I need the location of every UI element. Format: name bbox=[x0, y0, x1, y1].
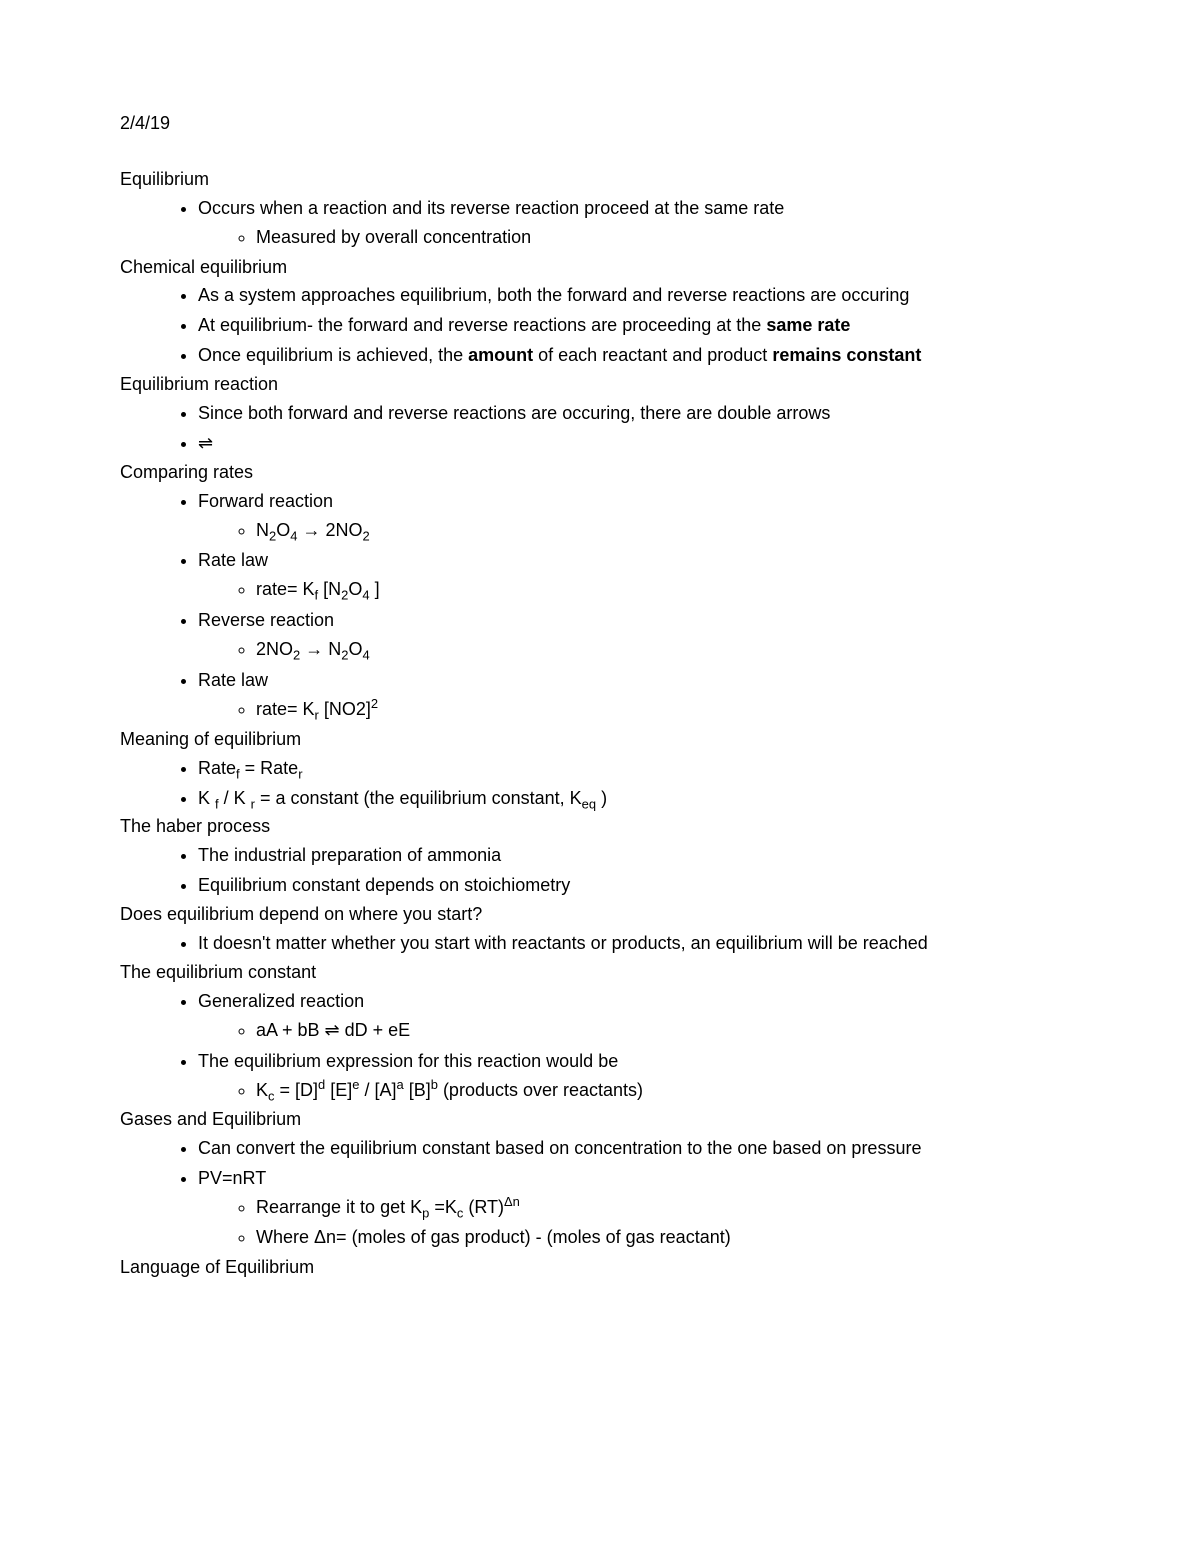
section-title: The haber process bbox=[120, 813, 1080, 841]
bullet-item: Rate lawrate= Kr [NO2]2 bbox=[198, 666, 1080, 726]
document-page: 2/4/19 EquilibriumOccurs when a reaction… bbox=[0, 0, 1200, 1342]
bullet-list: It doesn't matter whether you start with… bbox=[120, 929, 1080, 959]
date: 2/4/19 bbox=[120, 110, 1080, 138]
section-title: Equilibrium bbox=[120, 166, 1080, 194]
bullet-list: Can convert the equilibrium constant bas… bbox=[120, 1134, 1080, 1254]
bullet-item: Occurs when a reaction and its reverse r… bbox=[198, 194, 1080, 254]
sub-bullet-list: Rearrange it to get Kp =Kc (RT)ΔnWhere Δ… bbox=[198, 1193, 1080, 1253]
bullet-list: As a system approaches equilibrium, both… bbox=[120, 281, 1080, 371]
bullet-list: The industrial preparation of ammoniaEqu… bbox=[120, 841, 1080, 901]
sub-bullet-list: N2O4 → 2NO2 bbox=[198, 516, 1080, 546]
bullet-item: K f / K r = a constant (the equilibrium … bbox=[198, 784, 1080, 814]
bullet-list: Forward reactionN2O4 → 2NO2Rate lawrate=… bbox=[120, 487, 1080, 726]
bullet-list: Since both forward and reverse reactions… bbox=[120, 399, 1080, 459]
sub-bullet-item: Rearrange it to get Kp =Kc (RT)Δn bbox=[256, 1193, 1080, 1223]
sub-bullet-list: Measured by overall concentration bbox=[198, 223, 1080, 253]
bullet-item: The equilibrium expression for this reac… bbox=[198, 1047, 1080, 1107]
sections-container: EquilibriumOccurs when a reaction and it… bbox=[120, 166, 1080, 1282]
bullet-item: ⇌ bbox=[198, 429, 1080, 459]
sub-bullet-list: 2NO2 → N2O4 bbox=[198, 635, 1080, 665]
bullet-item: Since both forward and reverse reactions… bbox=[198, 399, 1080, 429]
bullet-item: Can convert the equilibrium constant bas… bbox=[198, 1134, 1080, 1164]
bullet-item: Reverse reaction2NO2 → N2O4 bbox=[198, 606, 1080, 666]
section-title: Chemical equilibrium bbox=[120, 254, 1080, 282]
bullet-list: Generalized reactionaA + bB ⇌ dD + eEThe… bbox=[120, 987, 1080, 1107]
bullet-item: Equilibrium constant depends on stoichio… bbox=[198, 871, 1080, 901]
sub-bullet-list: aA + bB ⇌ dD + eE bbox=[198, 1016, 1080, 1046]
section-title: Gases and Equilibrium bbox=[120, 1106, 1080, 1134]
bullet-item: Ratef = Rater bbox=[198, 754, 1080, 784]
bullet-item: PV=nRTRearrange it to get Kp =Kc (RT)ΔnW… bbox=[198, 1164, 1080, 1254]
bullet-item: At equilibrium- the forward and reverse … bbox=[198, 311, 1080, 341]
section-title: Language of Equilibrium bbox=[120, 1254, 1080, 1282]
section-title: The equilibrium constant bbox=[120, 959, 1080, 987]
section-title: Equilibrium reaction bbox=[120, 371, 1080, 399]
sub-bullet-item: 2NO2 → N2O4 bbox=[256, 635, 1080, 665]
sub-bullet-item: Measured by overall concentration bbox=[256, 223, 1080, 253]
section-title: Meaning of equilibrium bbox=[120, 726, 1080, 754]
sub-bullet-item: Kc = [D]d [E]e / [A]a [B]b (products ove… bbox=[256, 1076, 1080, 1106]
sub-bullet-list: rate= Kr [NO2]2 bbox=[198, 695, 1080, 725]
bullet-item: The industrial preparation of ammonia bbox=[198, 841, 1080, 871]
bullet-item: It doesn't matter whether you start with… bbox=[198, 929, 1080, 959]
bullet-list: Ratef = RaterK f / K r = a constant (the… bbox=[120, 754, 1080, 814]
bullet-list: Occurs when a reaction and its reverse r… bbox=[120, 194, 1080, 254]
sub-bullet-item: rate= Kr [NO2]2 bbox=[256, 695, 1080, 725]
bullet-item: Rate lawrate= Kf [N2O4 ] bbox=[198, 546, 1080, 606]
sub-bullet-item: Where Δn= (moles of gas product) - (mole… bbox=[256, 1223, 1080, 1253]
sub-bullet-list: rate= Kf [N2O4 ] bbox=[198, 575, 1080, 605]
bullet-item: Once equilibrium is achieved, the amount… bbox=[198, 341, 1080, 371]
sub-bullet-list: Kc = [D]d [E]e / [A]a [B]b (products ove… bbox=[198, 1076, 1080, 1106]
sub-bullet-item: aA + bB ⇌ dD + eE bbox=[256, 1016, 1080, 1046]
sub-bullet-item: rate= Kf [N2O4 ] bbox=[256, 575, 1080, 605]
bullet-item: As a system approaches equilibrium, both… bbox=[198, 281, 1080, 311]
section-title: Does equilibrium depend on where you sta… bbox=[120, 901, 1080, 929]
sub-bullet-item: N2O4 → 2NO2 bbox=[256, 516, 1080, 546]
bullet-item: Generalized reactionaA + bB ⇌ dD + eE bbox=[198, 987, 1080, 1047]
section-title: Comparing rates bbox=[120, 459, 1080, 487]
bullet-item: Forward reactionN2O4 → 2NO2 bbox=[198, 487, 1080, 547]
